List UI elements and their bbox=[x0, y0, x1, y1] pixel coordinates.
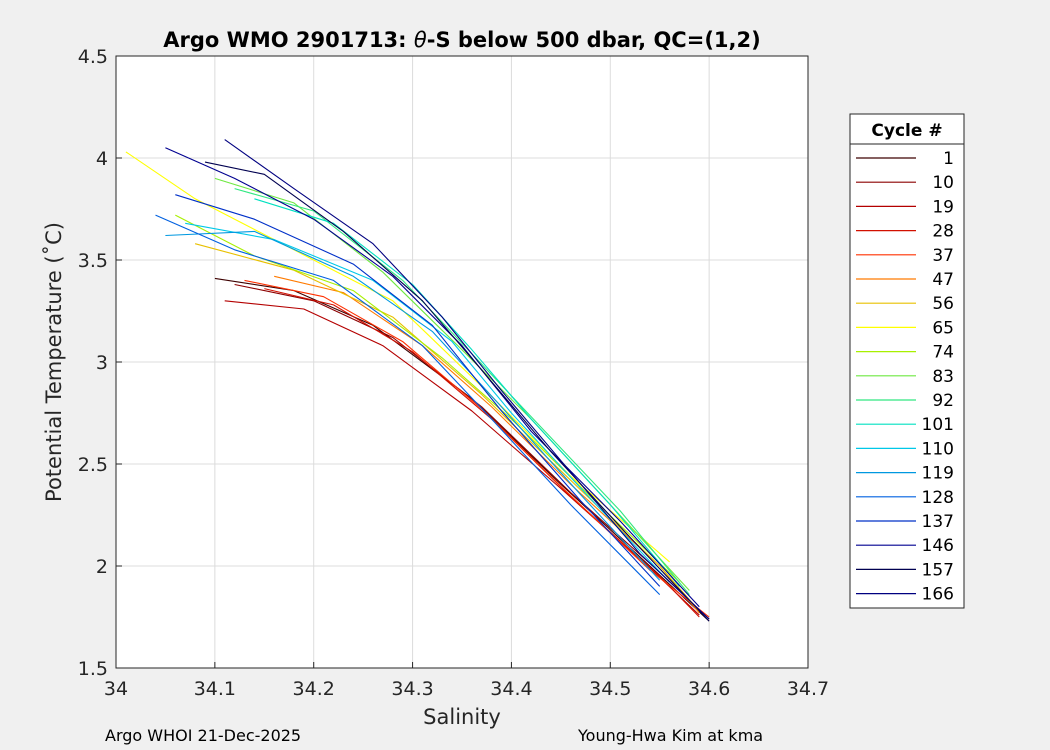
series-line-14 bbox=[155, 214, 661, 595]
legend-entry-label: 37 bbox=[932, 246, 954, 266]
footer-left: Argo WHOI 21-Dec-2025 bbox=[105, 726, 301, 745]
legend-entry-label: 119 bbox=[922, 464, 954, 484]
legend-title: Cycle # bbox=[871, 121, 942, 141]
legend-entry-label: 101 bbox=[922, 415, 954, 435]
series-line-11 bbox=[254, 198, 680, 587]
x-tick-label: 34 bbox=[104, 678, 128, 700]
y-tick-label: 2 bbox=[96, 556, 108, 578]
legend-entry-label: 137 bbox=[922, 512, 954, 532]
legend-entry-label: 65 bbox=[932, 318, 954, 338]
legend-entry-label: 166 bbox=[922, 585, 954, 605]
series-line-16 bbox=[165, 147, 700, 608]
legend-entry-label: 19 bbox=[932, 197, 954, 217]
x-tick-label: 34.7 bbox=[787, 678, 829, 700]
legend-entry-label: 157 bbox=[922, 560, 954, 580]
series-line-13 bbox=[165, 230, 661, 581]
legend: Cycle # 11019283747566574839210111011912… bbox=[849, 113, 965, 609]
x-tick-label: 34.2 bbox=[293, 678, 335, 700]
series-line-12 bbox=[185, 222, 670, 583]
x-tick-label: 34.4 bbox=[490, 678, 532, 700]
y-tick-label: 3 bbox=[96, 352, 108, 374]
series-line-18 bbox=[224, 139, 710, 620]
x-tick-label: 34.3 bbox=[391, 678, 433, 700]
series-line-15 bbox=[175, 194, 661, 587]
x-tick-label: 34.1 bbox=[194, 678, 236, 700]
y-tick-label: 1.5 bbox=[78, 658, 108, 680]
series-line-7 bbox=[125, 151, 670, 563]
footer-right: Young-Hwa Kim at kma bbox=[577, 726, 763, 745]
legend-entry-label: 146 bbox=[922, 536, 954, 556]
y-tick-label: 2.5 bbox=[78, 454, 108, 476]
legend-entry-label: 28 bbox=[932, 222, 954, 242]
y-tick-label: 3.5 bbox=[78, 250, 108, 272]
x-tick-label: 34.6 bbox=[688, 678, 730, 700]
legend-entry-label: 128 bbox=[922, 488, 954, 508]
legend-entry-label: 47 bbox=[932, 270, 954, 290]
y-axis-label: Potential Temperature (˚C) bbox=[42, 222, 66, 502]
chart-title: Argo WMO 2901713: θ-S below 500 dbar, QC… bbox=[163, 28, 760, 52]
y-tick-label: 4.5 bbox=[78, 46, 108, 68]
legend-entry-label: 74 bbox=[932, 343, 954, 363]
legend-entry-label: 83 bbox=[932, 367, 954, 387]
legend-entry-label: 1 bbox=[943, 149, 954, 169]
legend-entry-label: 92 bbox=[932, 391, 954, 411]
legend-entries: 1101928374756657483921011101191281371461… bbox=[856, 149, 954, 605]
x-axis-label: Salinity bbox=[423, 705, 501, 729]
legend-entry-label: 10 bbox=[932, 173, 954, 193]
legend-entry-label: 56 bbox=[932, 294, 954, 314]
legend-entry-label: 110 bbox=[922, 439, 954, 459]
y-tick-label: 4 bbox=[96, 148, 108, 170]
series-line-17 bbox=[204, 161, 710, 622]
x-axis-ticks: 34 34.1 34.2 34.3 34.4 34.5 34.6 34.7 bbox=[104, 662, 829, 700]
series-lines bbox=[125, 139, 710, 622]
x-tick-label: 34.5 bbox=[589, 678, 631, 700]
legend-box bbox=[849, 113, 965, 609]
y-axis-ticks: 1.5 2 2.5 3 3.5 4 4.5 bbox=[78, 46, 122, 680]
